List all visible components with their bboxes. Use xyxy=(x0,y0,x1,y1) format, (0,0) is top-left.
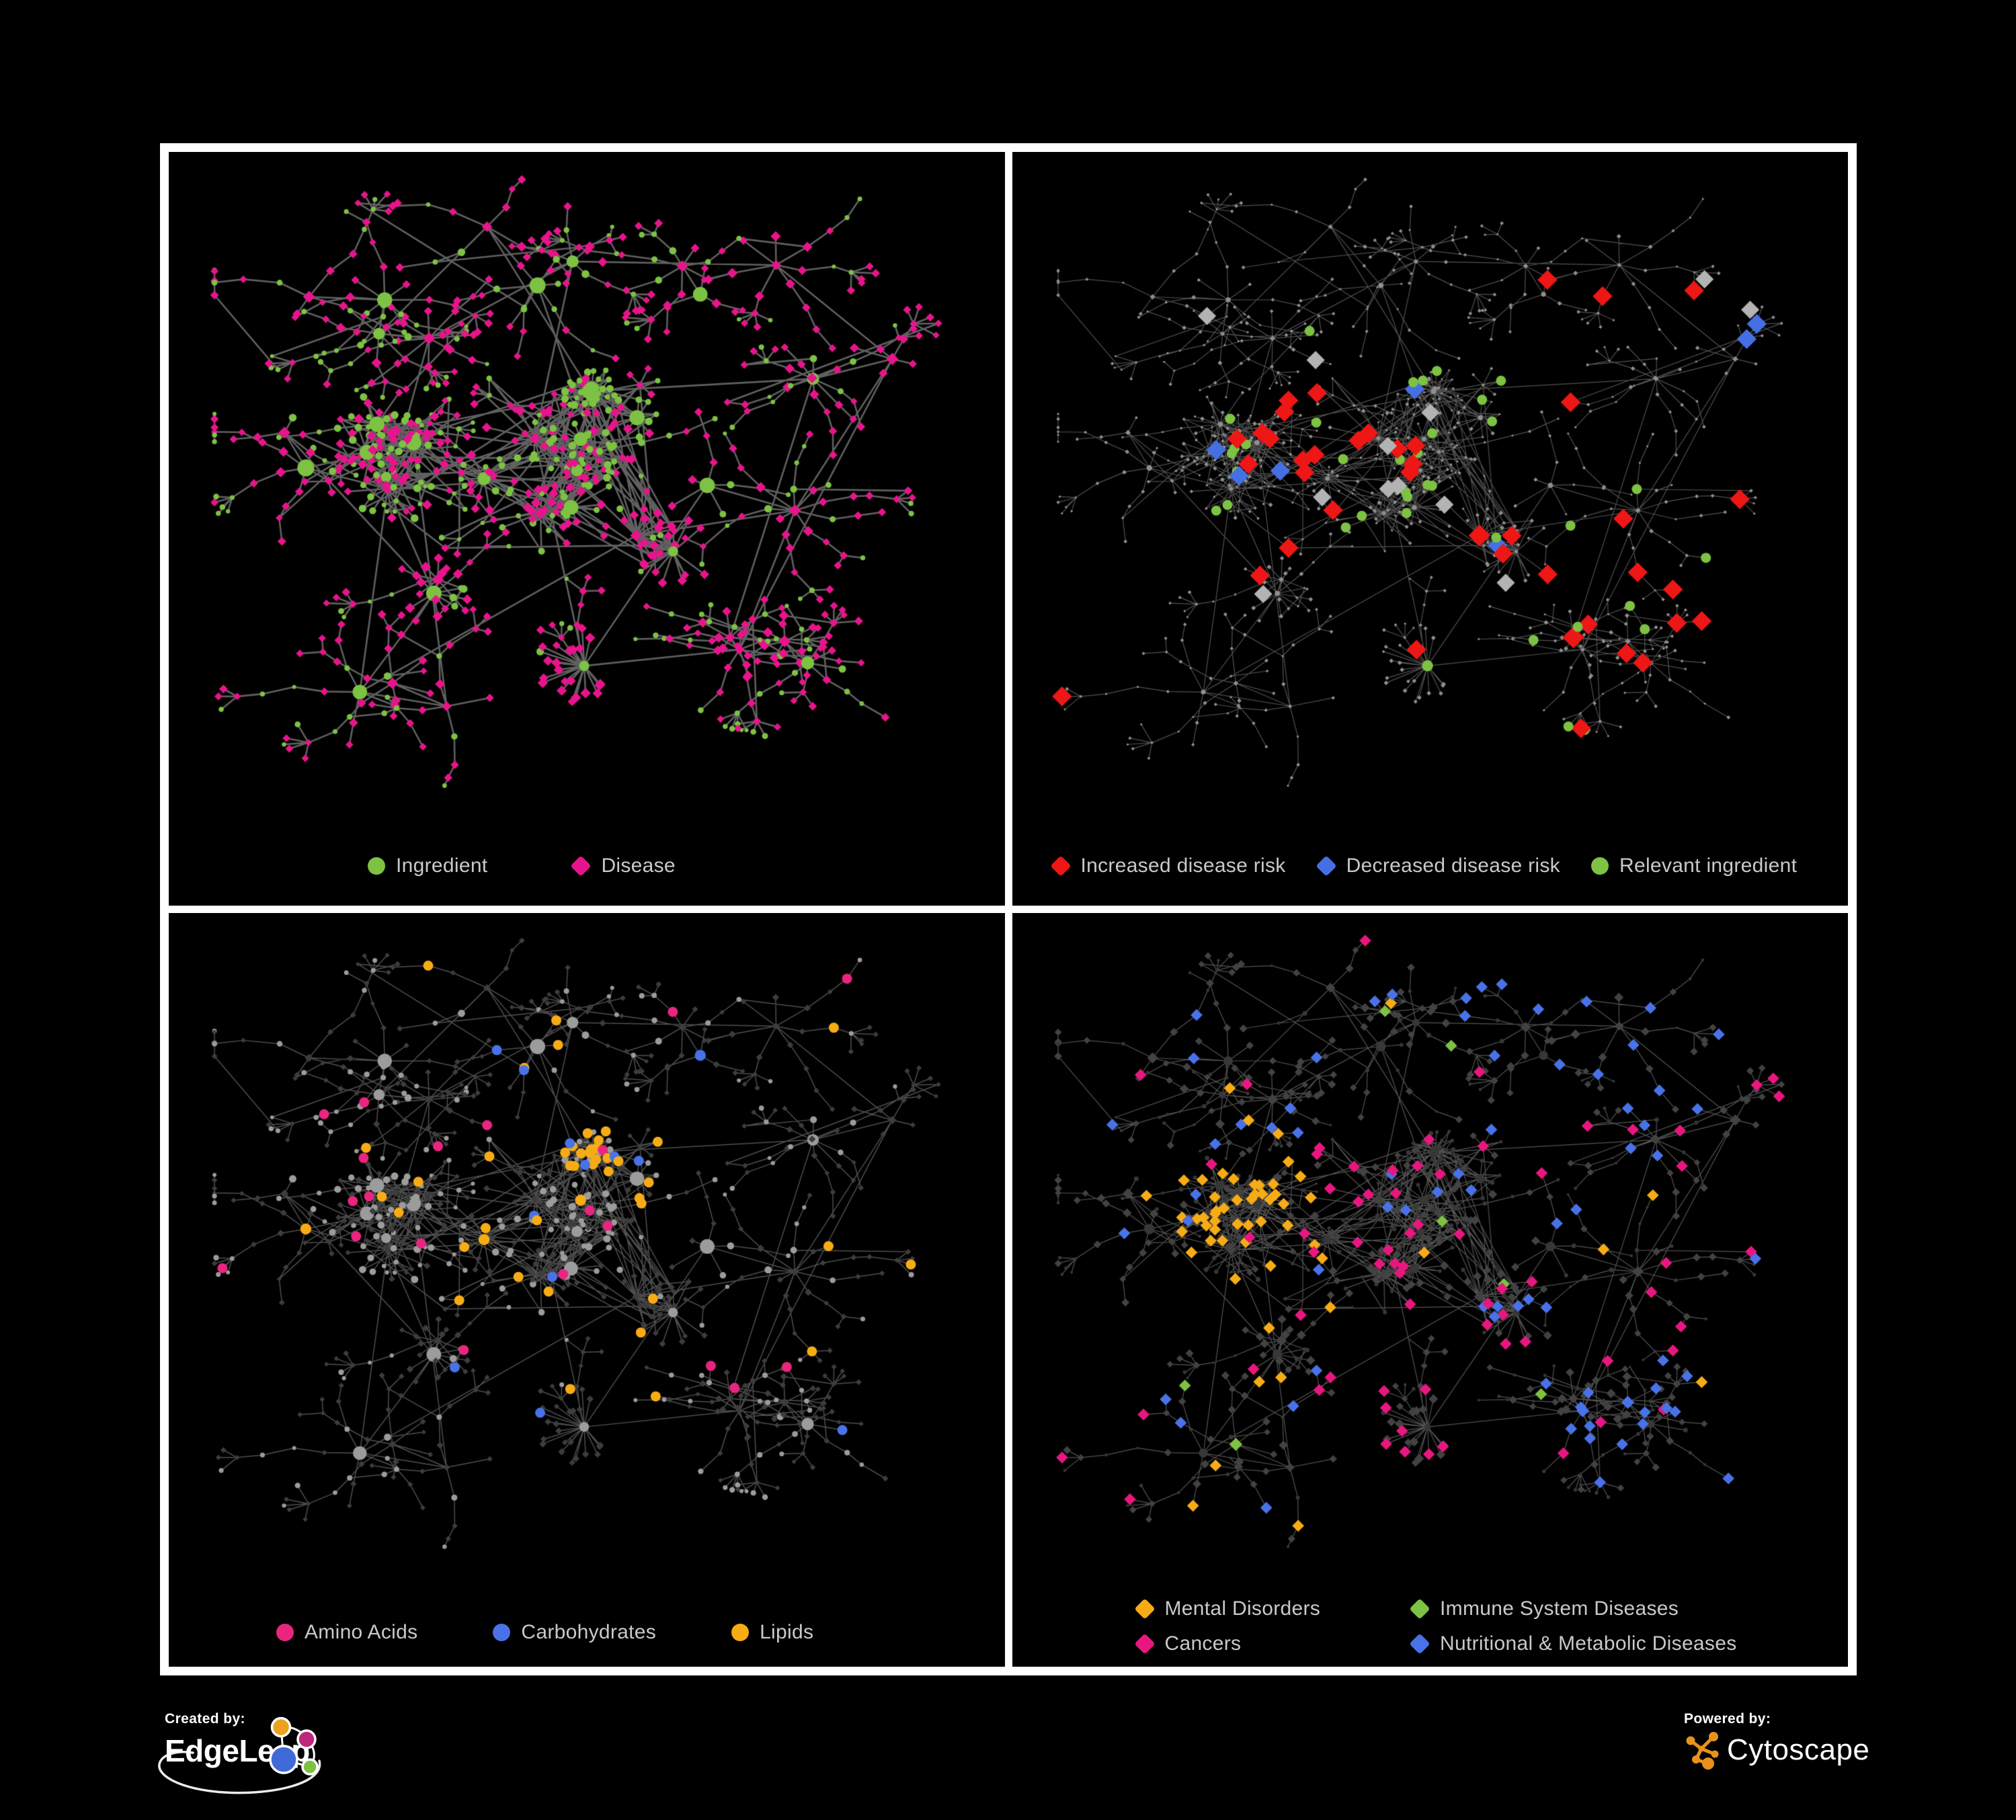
legend-item-increased-disease-risk: Increased disease risk xyxy=(1049,853,1286,879)
edgeleap-wordmark: EdgeLeap xyxy=(165,1733,310,1768)
circle-swatch xyxy=(731,1624,750,1641)
network-canvas-disease-risk xyxy=(1012,152,1848,906)
legend-item-ingredient: Ingredient xyxy=(368,853,487,879)
legend-item-cancers: Cancers xyxy=(1133,1631,1321,1657)
edgeleap-logo: EdgeLeap xyxy=(158,1716,541,1794)
legend-label: Decreased disease risk xyxy=(1346,855,1560,877)
legend-label: Increased disease risk xyxy=(1080,855,1286,877)
powered-by-label: Powered by: xyxy=(1684,1711,1771,1727)
legend-label: Disease xyxy=(601,855,676,877)
circle-swatch xyxy=(1591,857,1609,875)
network-canvas-ingredient-disease xyxy=(169,152,1005,906)
panel-disease-risk-network: Increased disease risk Decreased disease … xyxy=(1012,152,1848,906)
panel-ingredient-disease-network: Ingredient Disease xyxy=(169,152,1005,906)
cytoscape-wordmark: Cytoscape xyxy=(1727,1733,1870,1766)
legend-ingredient-disease: Ingredient Disease xyxy=(368,853,676,879)
legend-item-disease: Disease xyxy=(570,853,676,879)
diamond-swatch xyxy=(1316,855,1337,877)
legend-nutrient-class: Amino Acids Carbohydrates Lipids xyxy=(276,1620,813,1645)
legend-item-carbohydrates: Carbohydrates xyxy=(493,1620,656,1645)
panels-frame: Ingredient Disease Increased disease risk… xyxy=(160,143,1857,1675)
legend-item-decreased-disease-risk: Decreased disease risk xyxy=(1316,853,1560,879)
diamond-swatch xyxy=(570,855,592,877)
created-by-label: Created by: xyxy=(165,1711,245,1727)
circle-swatch xyxy=(368,857,385,875)
legend-item-lipids: Lipids xyxy=(731,1620,813,1645)
panel-disease-category-network: Mental Disorders Immune System Diseases Ca… xyxy=(1012,913,1848,1667)
legend-label: Nutritional & Metabolic Diseases xyxy=(1440,1632,1737,1655)
legend-item-nutritional-metabolic-diseases: Nutritional & Metabolic Diseases xyxy=(1409,1631,1737,1657)
cytoscape-logo-icon xyxy=(1686,1732,1719,1770)
legend-item-immune-system-diseases: Immune System Diseases xyxy=(1409,1596,1736,1622)
footer: Created by: EdgeLeap xyxy=(158,1675,1869,1820)
circle-swatch xyxy=(276,1624,294,1641)
panel-nutrient-class-network: Amino Acids Carbohydrates Lipids xyxy=(169,913,1005,1667)
legend-disease-risk: Increased disease risk Decreased disease … xyxy=(1049,853,1798,879)
legend-label: Carbohydrates xyxy=(521,1621,657,1643)
legend-label: Lipids xyxy=(760,1621,814,1643)
legend-label: Amino Acids xyxy=(305,1621,418,1643)
diamond-swatch xyxy=(1409,1598,1430,1620)
circle-swatch xyxy=(493,1624,511,1641)
legend-disease-category: Mental Disorders Immune System Diseases Ca… xyxy=(1133,1596,1737,1657)
network-canvas-nutrient-class xyxy=(169,913,1005,1667)
legend-label: Mental Disorders xyxy=(1164,1597,1321,1620)
diamond-swatch xyxy=(1133,1598,1156,1620)
diamond-swatch xyxy=(1409,1633,1430,1655)
legend-item-amino-acids: Amino Acids xyxy=(276,1620,417,1645)
created-by-block: Created by: EdgeLeap xyxy=(158,1711,541,1798)
legend-label: Cancers xyxy=(1164,1632,1242,1655)
legend-item-mental-disorders: Mental Disorders xyxy=(1133,1596,1321,1622)
powered-by-block: Powered by: xyxy=(1684,1711,1886,1770)
network-canvas-disease-category xyxy=(1012,913,1848,1667)
legend-item-relevant-ingredient: Relevant ingredient xyxy=(1591,853,1797,879)
diamond-swatch xyxy=(1049,855,1072,877)
legend-label: Immune System Diseases xyxy=(1440,1597,1679,1620)
cytoscape-logo: Cytoscape xyxy=(1684,1730,1886,1770)
diamond-swatch xyxy=(1133,1633,1156,1655)
legend-label: Ingredient xyxy=(396,855,488,877)
legend-label: Relevant ingredient xyxy=(1619,855,1798,877)
